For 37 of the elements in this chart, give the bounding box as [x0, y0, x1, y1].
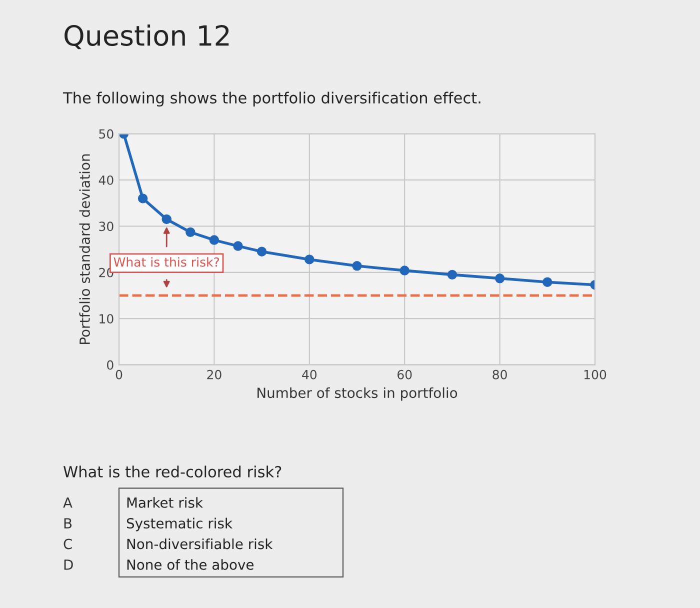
- text: None of the above: [127, 559, 254, 570]
- text: D: [64, 560, 73, 570]
- x-tick-label: 40: [302, 370, 317, 380]
- point: [162, 214, 172, 224]
- text: B: [64, 518, 72, 528]
- point: [352, 261, 362, 271]
- point: [233, 241, 243, 251]
- text: Non-diversifiable risk: [127, 538, 273, 550]
- text: Systematic risk: [126, 518, 232, 532]
- x-tick-label: 60: [398, 370, 412, 380]
- x-tick-label: 20: [207, 370, 222, 380]
- point: [447, 270, 458, 280]
- y-tick-label: 0: [107, 360, 114, 370]
- point: [494, 274, 505, 284]
- y-tick-label: 10: [100, 314, 114, 324]
- point: [209, 235, 220, 245]
- y-tick-label: 50: [99, 129, 114, 139]
- text: What is the red-colored risk?: [64, 466, 282, 478]
- text: Market risk: [127, 497, 203, 508]
- y-tick-label: 30: [99, 222, 114, 232]
- point: [542, 277, 552, 287]
- y-tick-label: 40: [98, 175, 114, 185]
- x-tick-label: 0: [116, 370, 122, 380]
- text: A: [63, 498, 72, 508]
- x-tick-label: 80: [492, 370, 507, 380]
- point: [138, 194, 148, 204]
- point: [400, 266, 410, 276]
- chart-title: Question 12: [64, 24, 229, 50]
- chart-subtitle: The following shows the portfolio diversification effect.: [62, 92, 480, 107]
- point: [304, 254, 314, 264]
- y-axis-title: Portfolio standard deviation: [79, 154, 90, 344]
- annotation: What is this risk?: [114, 257, 220, 267]
- point: [256, 246, 267, 256]
- x-axis-title: Number of stocks in portfolio: [258, 387, 458, 401]
- point: [186, 227, 196, 238]
- text: C: [64, 538, 72, 550]
- x-tick-label: 100: [584, 370, 606, 380]
